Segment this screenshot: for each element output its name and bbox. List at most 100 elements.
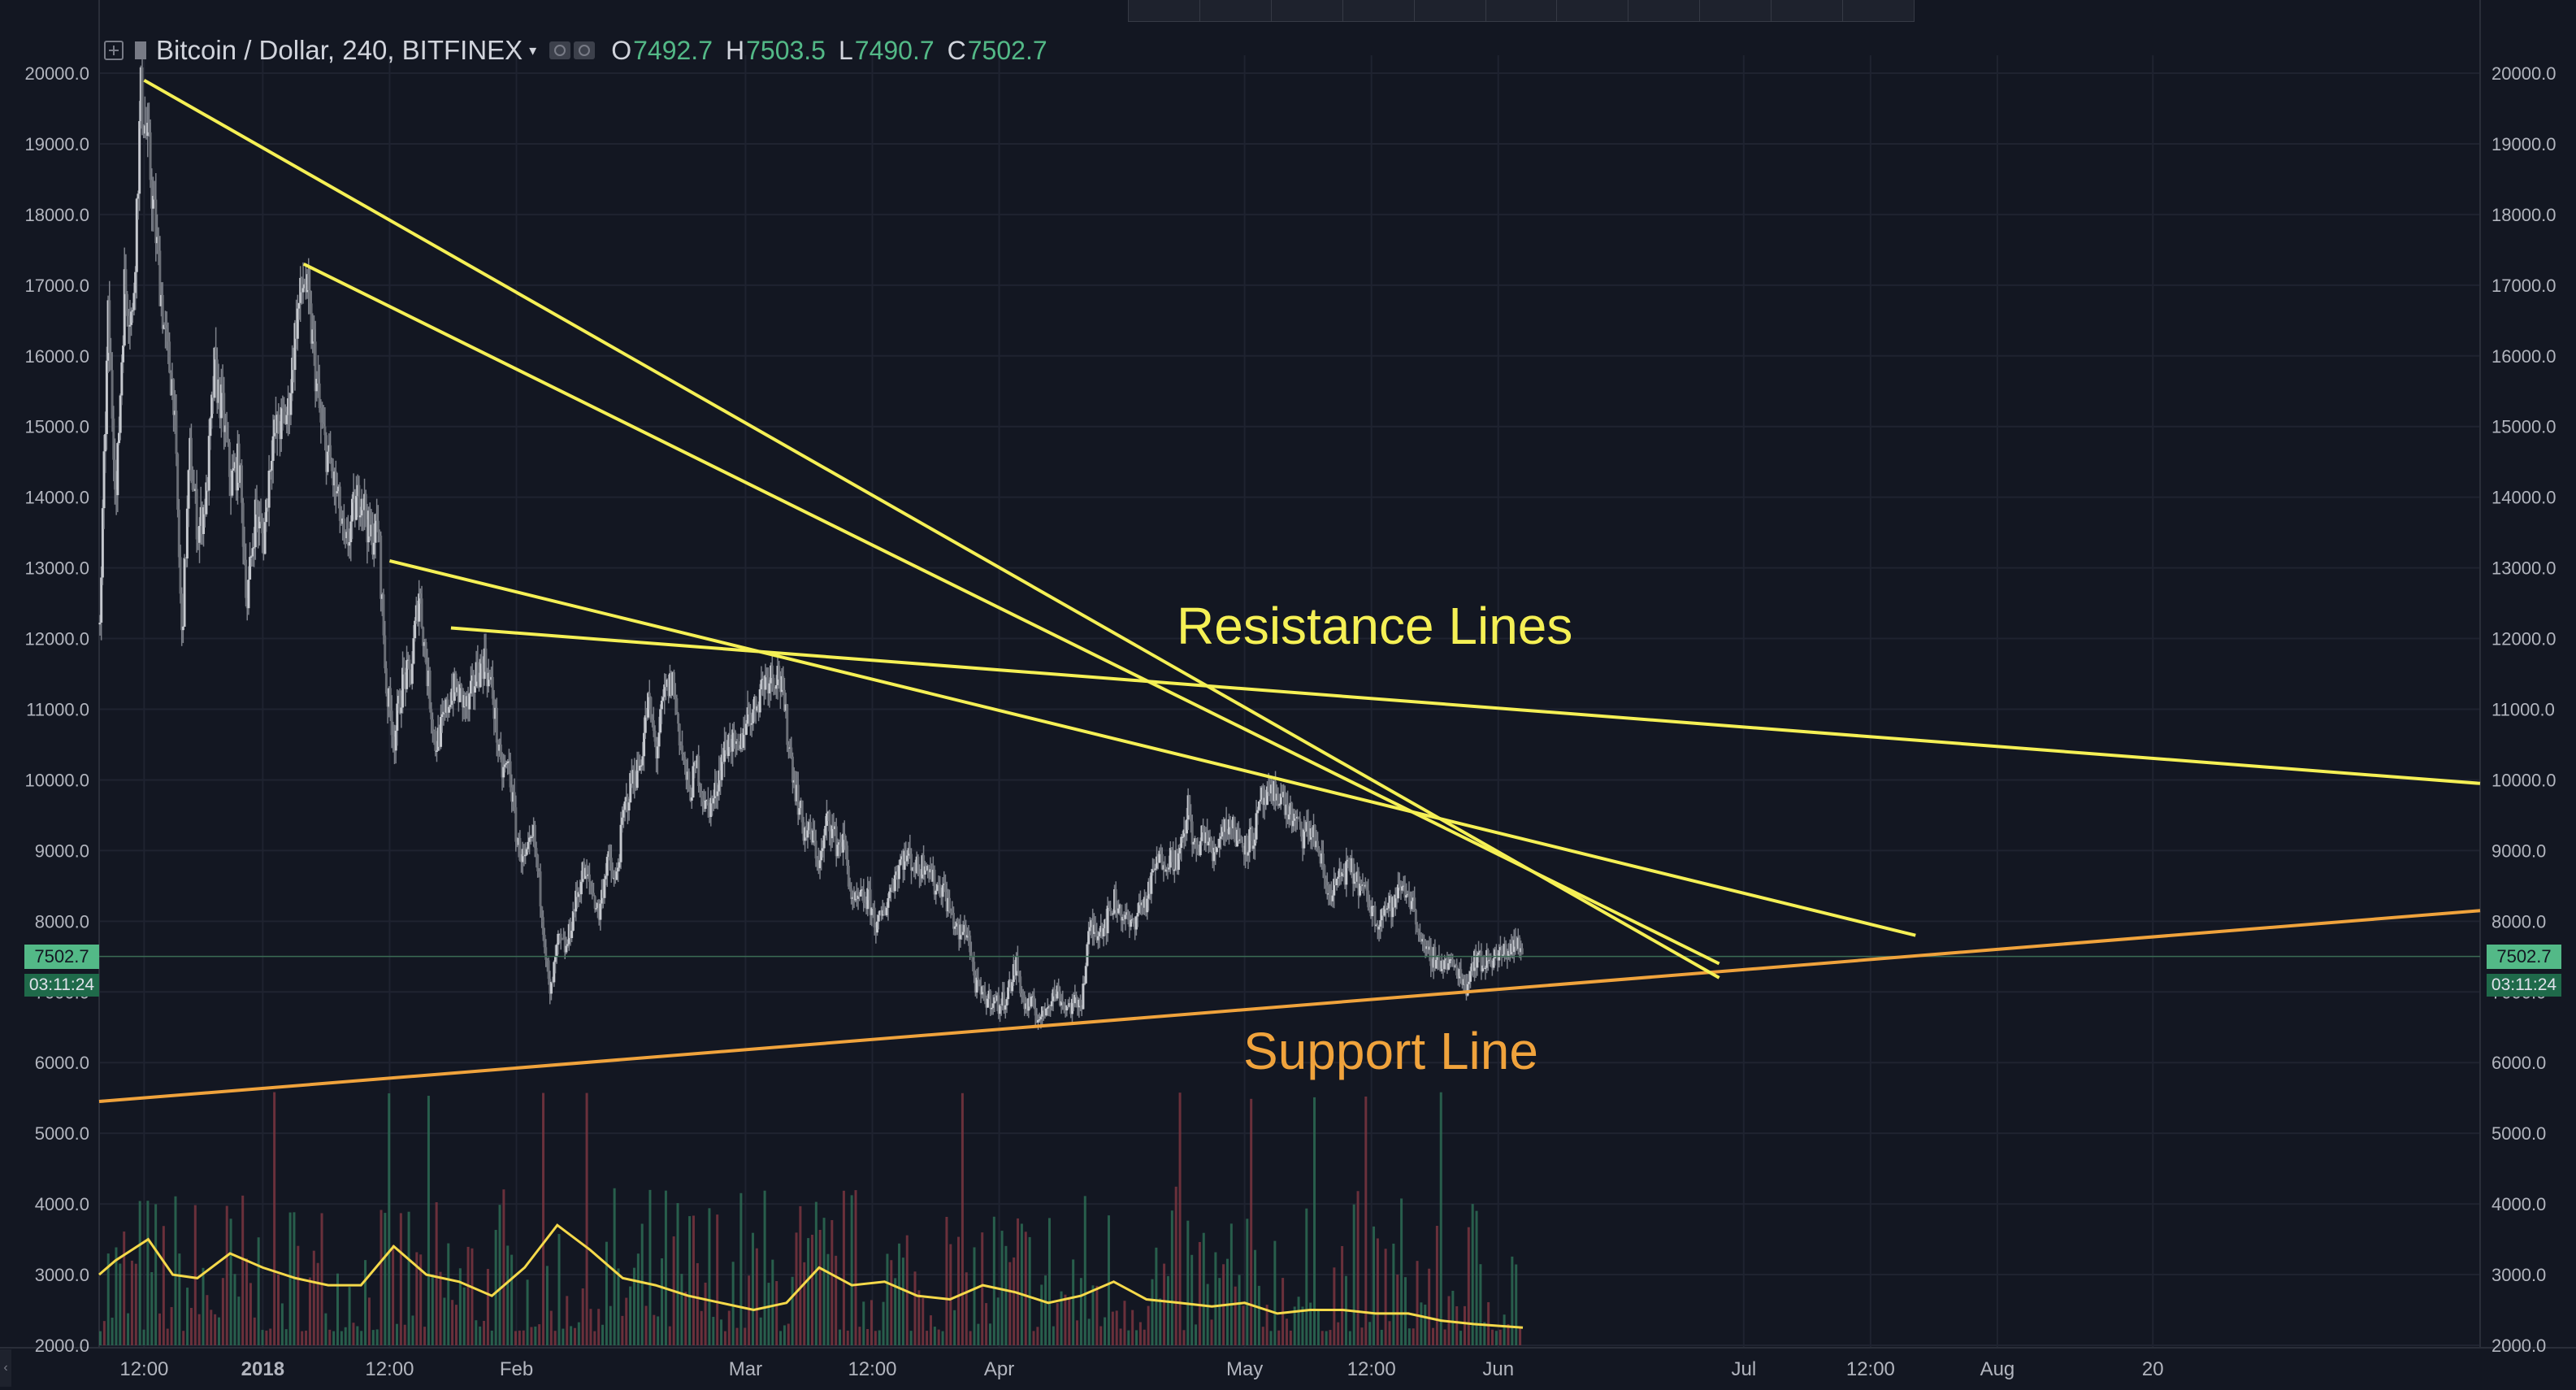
candle-body <box>345 532 349 539</box>
volume-bar <box>1360 1327 1364 1345</box>
candle-body <box>1305 822 1308 832</box>
candle-body <box>783 689 786 711</box>
drawing-toolbar[interactable] <box>1128 0 1915 22</box>
volume-bar <box>395 1323 398 1345</box>
dropdown-caret-icon[interactable]: ▾ <box>529 41 537 59</box>
candle-body <box>825 813 828 826</box>
candle-body <box>1329 893 1333 901</box>
candle-body <box>732 729 735 733</box>
candle-body <box>1368 907 1371 909</box>
volume-bar <box>1234 1286 1237 1345</box>
toolbar-button[interactable] <box>1129 0 1200 21</box>
candle-body <box>930 869 934 882</box>
y-tick-label-right: 6000.0 <box>2491 1053 2546 1073</box>
candle-body <box>679 745 683 747</box>
low-value: 7490.7 <box>854 35 935 65</box>
eye-icon[interactable] <box>549 41 571 59</box>
candle-body <box>997 995 1000 1014</box>
toolbar-button[interactable] <box>1557 0 1629 21</box>
candle-body <box>1200 825 1203 841</box>
candle-body <box>464 695 467 707</box>
candle-body <box>1293 813 1296 821</box>
candle-body <box>1037 1019 1040 1023</box>
candle-body <box>386 693 389 707</box>
candle-body <box>180 593 184 631</box>
candle-body <box>1347 859 1351 862</box>
volume-bar <box>123 1231 126 1345</box>
candle-body <box>544 947 548 960</box>
toolbar-button[interactable] <box>1343 0 1415 21</box>
toolbar-button[interactable] <box>1415 0 1486 21</box>
candle-body <box>119 395 122 433</box>
candle-body <box>128 324 132 327</box>
toolbar-button[interactable] <box>1628 0 1701 21</box>
candle-body <box>772 678 775 688</box>
volume-bar <box>261 1330 264 1345</box>
add-symbol-icon[interactable] <box>104 41 124 60</box>
volume-bar <box>522 1330 525 1345</box>
candle-body <box>832 825 835 829</box>
candle-body <box>734 732 737 745</box>
candle-body <box>774 688 777 689</box>
candle-body <box>326 451 329 472</box>
candle-body <box>1001 992 1004 1006</box>
candle-body <box>420 598 423 628</box>
candle-body <box>876 921 879 933</box>
candle-body <box>435 750 438 752</box>
candle-body <box>913 867 916 871</box>
candle-body <box>1098 932 1101 936</box>
volume-bar <box>716 1214 719 1345</box>
candle-body <box>281 406 284 409</box>
volume-bar <box>332 1331 336 1345</box>
volume-bar <box>443 1297 446 1345</box>
candle-body <box>340 520 343 524</box>
volume-bar <box>549 1310 553 1345</box>
toolbar-button[interactable] <box>1843 0 1914 21</box>
toolbar-button[interactable] <box>1772 0 1844 21</box>
candle-body <box>874 927 878 933</box>
volume-bar <box>1416 1261 1419 1345</box>
toolbar-button[interactable] <box>1272 0 1343 21</box>
volume-bar <box>1341 1245 1344 1345</box>
toolbar-button[interactable] <box>1700 0 1772 21</box>
toolbar-button[interactable] <box>1486 0 1558 21</box>
volume-ma-line <box>98 1223 1524 1329</box>
volume-bar <box>1044 1275 1047 1345</box>
candle-body <box>428 670 432 710</box>
candle-body <box>1073 994 1077 1004</box>
candle-body <box>197 539 200 543</box>
volume-bar <box>814 1201 817 1345</box>
resistance-annotation[interactable]: Resistance Lines <box>1177 597 1573 655</box>
collapse-arrow-icon[interactable]: ‹ <box>0 1349 11 1387</box>
candle-body <box>599 903 602 920</box>
candle-body <box>1520 948 1524 955</box>
candle-body <box>1458 969 1461 979</box>
toolbar-button[interactable] <box>1200 0 1272 21</box>
volume-bar <box>1099 1326 1103 1345</box>
candle-body <box>969 935 972 953</box>
candle-body <box>1478 951 1481 953</box>
candle-body <box>1084 966 1087 984</box>
support-annotation[interactable]: Support Line <box>1243 1022 1538 1080</box>
candle-body <box>1259 799 1262 802</box>
candle-body <box>978 980 981 986</box>
candle-body <box>1194 838 1197 842</box>
volume-bar <box>494 1230 497 1345</box>
candle-body <box>1012 963 1015 983</box>
candle-body <box>404 674 407 689</box>
candle-body <box>185 508 189 558</box>
candle-body <box>885 907 888 915</box>
candle-body <box>1136 913 1139 917</box>
volume-bar <box>755 1248 758 1345</box>
settings-icon[interactable] <box>574 41 596 59</box>
flag-icon[interactable] <box>135 41 146 59</box>
volume-bar <box>162 1226 165 1345</box>
symbol-title[interactable]: Bitcoin / Dollar, 240, BITFINEX <box>156 35 523 65</box>
candle-body <box>555 945 558 957</box>
volume-bar <box>553 1331 557 1345</box>
volume-bar <box>1403 1277 1407 1345</box>
candle-body <box>147 123 150 132</box>
candle-body <box>1064 1006 1067 1010</box>
